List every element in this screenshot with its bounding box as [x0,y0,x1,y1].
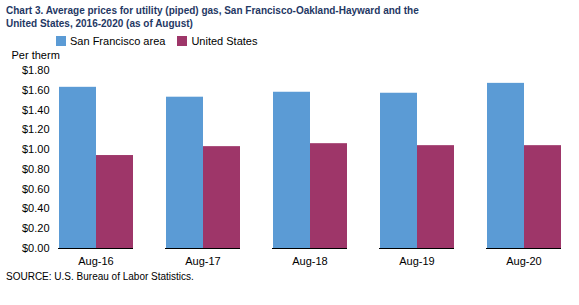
html-text:SOURCE: U.S. Bureau of Labor S: SOURCE: U.S. Bureau of Labor Statistics. [6,271,194,282]
svg-text:$1.40: $1.40 [22,104,50,116]
html-text:United States: United States [191,35,258,47]
svg-text:$0.20: $0.20 [22,222,50,234]
svg-text:$1.20: $1.20 [22,123,50,135]
svg-text:$0.00: $0.00 [22,242,50,254]
svg-text:Aug-19: Aug-19 [399,255,434,267]
svg-text:Aug-18: Aug-18 [292,255,327,267]
html-text:San Francisco area: San Francisco area [70,35,166,47]
svg-text:$1.60: $1.60 [22,84,50,96]
svg-text:Aug-16: Aug-16 [78,255,113,267]
svg-text:Aug-20: Aug-20 [506,255,541,267]
svg-text:$0.60: $0.60 [22,183,50,195]
html-text:Chart 3. Average prices for ut: Chart 3. Average prices for utility (pip… [6,5,419,16]
svg-text:Aug-17: Aug-17 [185,255,220,267]
svg-text:$1.00: $1.00 [22,143,50,155]
svg-text:$0.80: $0.80 [22,163,50,175]
svg-text:$1.80: $1.80 [22,64,50,76]
html-text:United States, 2016-2020 (as o: United States, 2016-2020 (as of August) [6,18,193,29]
svg-text:$0.40: $0.40 [22,202,50,214]
svg-text:Per therm: Per therm [12,49,60,61]
